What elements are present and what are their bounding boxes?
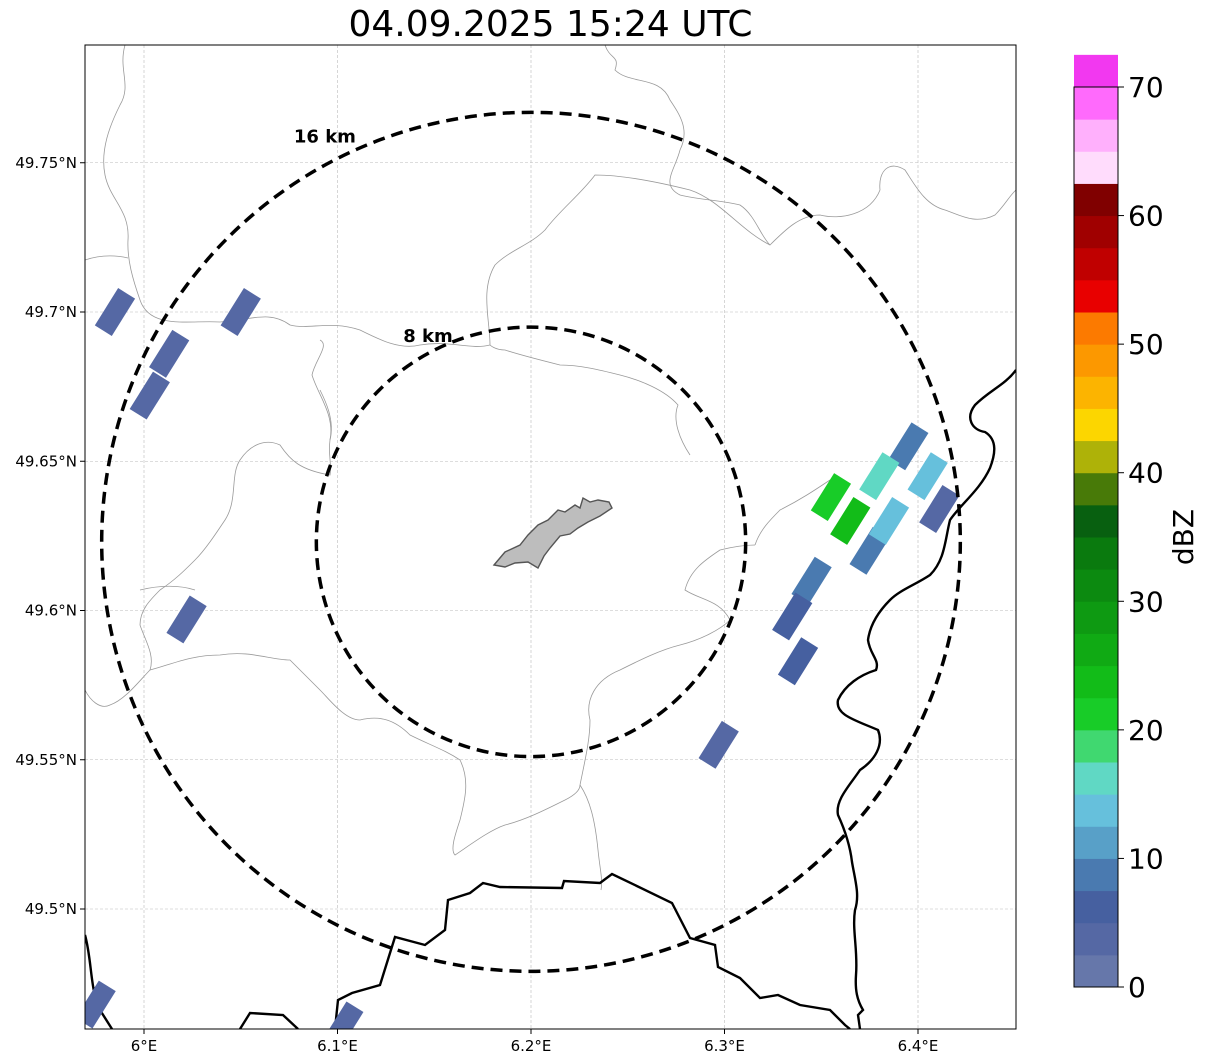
admin-boundaries xyxy=(85,45,1016,891)
lat-tick-label: 49.7°N xyxy=(25,303,77,321)
map-frame xyxy=(84,44,1017,1030)
colorbar-tick-label: 50 xyxy=(1128,328,1164,361)
colorbar-label: dBZ xyxy=(1167,509,1200,565)
colorbar-segment xyxy=(1074,119,1118,152)
radar-cell xyxy=(791,556,832,605)
colorbar-segment xyxy=(1074,537,1118,570)
colorbar-segment xyxy=(1074,504,1118,538)
radar-cell xyxy=(323,1001,364,1029)
admin-boundary-line xyxy=(85,339,332,707)
colorbar-segment xyxy=(1074,344,1118,377)
lat-tick-label: 49.75°N xyxy=(15,154,77,172)
colorbar-segment xyxy=(1074,762,1118,795)
colorbar-segment xyxy=(1074,697,1118,731)
admin-boundary-line xyxy=(139,585,196,591)
city-area xyxy=(492,496,613,569)
radar-cell xyxy=(94,288,136,336)
colorbar-segment xyxy=(1074,858,1118,892)
radar-cell xyxy=(907,452,948,501)
radar-cell xyxy=(810,473,852,522)
colorbar-segment xyxy=(1074,826,1118,859)
admin-boundary-line xyxy=(754,479,831,546)
radar-cell xyxy=(859,452,900,501)
axis-ticks: 6°E 6.1°E 6.2°E 6.3°E 6.4°E 49.75°N 49.7°N 49.6… xyxy=(15,154,938,1055)
range-ring-label: 16 km xyxy=(294,126,356,147)
lat-tick-label: 49.6°N xyxy=(25,602,77,620)
range-ring xyxy=(314,325,748,759)
radar-cell xyxy=(888,422,929,471)
radar-cell xyxy=(220,288,261,336)
colorbar-segment xyxy=(1074,87,1118,120)
admin-boundary-line xyxy=(103,45,491,347)
colorbar-segment xyxy=(1074,247,1118,281)
lat-tick-label: 49.65°N xyxy=(15,452,77,470)
admin-boundary-line xyxy=(579,544,756,786)
colorbar-segment xyxy=(1074,279,1118,313)
radar-cell xyxy=(919,485,960,533)
radar-cell xyxy=(777,637,819,686)
colorbar-tick-label: 0 xyxy=(1128,971,1146,1004)
lat-tick-label: 49.5°N xyxy=(25,900,77,918)
border-germany-luxembourg xyxy=(836,369,1016,1029)
colorbar-segment xyxy=(1074,376,1118,409)
range-rings: 8 km 16 km xyxy=(99,110,963,974)
colorbar-tick-label: 60 xyxy=(1128,200,1164,233)
range-ring-label: 8 km xyxy=(403,326,453,347)
admin-boundary-line xyxy=(579,784,603,891)
lon-tick-label: 6.3°E xyxy=(704,1037,745,1055)
map-title: 04.09.2025 15:24 UTC xyxy=(348,4,753,45)
colorbar-tick-label: 30 xyxy=(1128,585,1164,618)
lon-tick-label: 6.1°E xyxy=(317,1037,358,1055)
lon-tick-label: 6°E xyxy=(131,1037,158,1055)
range-ring xyxy=(99,110,963,974)
colorbar-segment xyxy=(1074,890,1118,924)
colorbar-segment xyxy=(1074,954,1118,988)
admin-boundary-line xyxy=(85,255,129,261)
colorbar-segment xyxy=(1074,183,1118,217)
colorbar-segment xyxy=(1074,408,1118,442)
radar-cell xyxy=(830,496,871,545)
colorbar-segment xyxy=(1074,54,1118,88)
border-france-luxembourg-south xyxy=(238,872,851,1029)
colorbar-segment xyxy=(1074,312,1118,345)
admin-boundary-line xyxy=(489,344,691,456)
colorbar-tick-label: 20 xyxy=(1128,714,1164,747)
lon-tick-label: 6.2°E xyxy=(511,1037,552,1055)
admin-boundary-line xyxy=(486,174,771,346)
colorbar-tick-label: 70 xyxy=(1128,71,1164,104)
colorbar-segment xyxy=(1074,472,1118,506)
colorbar-segment xyxy=(1074,794,1118,827)
colorbar-frame xyxy=(1073,86,1119,988)
colorbar-tick-label: 10 xyxy=(1128,842,1164,875)
admin-boundary-line xyxy=(319,389,332,441)
radar-cell xyxy=(149,329,190,378)
colorbar-segment xyxy=(1074,151,1118,184)
admin-boundary-line xyxy=(149,653,581,856)
radar-cell xyxy=(772,592,813,641)
radar-cell xyxy=(129,371,170,420)
colorbar-tick-label: 40 xyxy=(1128,457,1164,490)
lon-tick-label: 6.4°E xyxy=(898,1037,939,1055)
radar-reflectivity-cells xyxy=(85,288,960,1029)
colorbar-segment xyxy=(1074,633,1118,667)
radar-cell xyxy=(85,980,116,1029)
radar-cell xyxy=(698,720,739,769)
lat-tick-label: 49.55°N xyxy=(15,751,77,769)
radar-cell xyxy=(868,496,910,545)
colorbar-segment xyxy=(1074,440,1118,474)
colorbar: 0 10 20 30 40 50 60 70 dBZ xyxy=(1073,54,1200,1004)
colorbar-segment xyxy=(1074,665,1118,699)
colorbar-segment xyxy=(1074,215,1118,249)
colorbar-segment xyxy=(1074,729,1118,763)
country-borders xyxy=(85,369,1016,1029)
radar-cell xyxy=(166,595,207,644)
colorbar-segment xyxy=(1074,922,1118,956)
colorbar-segment xyxy=(1074,569,1118,602)
colorbar-segment xyxy=(1074,601,1118,634)
